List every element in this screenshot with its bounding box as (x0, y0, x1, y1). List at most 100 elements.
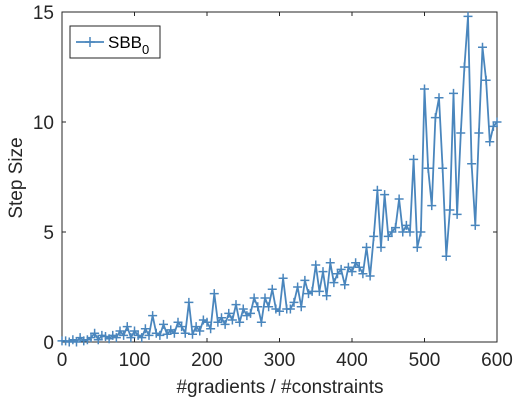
data-point (119, 330, 129, 340)
data-point (184, 297, 194, 307)
data-point (430, 113, 440, 123)
data-point (249, 293, 259, 303)
data-point (434, 93, 444, 103)
data-point (492, 117, 502, 127)
data-point (224, 308, 234, 318)
data-point (318, 267, 328, 277)
x-tick-label: 400 (336, 350, 368, 371)
data-point (238, 304, 248, 314)
data-point (155, 330, 165, 340)
data-point (463, 11, 473, 21)
legend-marker (85, 37, 95, 47)
data-point (427, 201, 437, 211)
y-tick-label: 0 (43, 333, 54, 354)
data-point (372, 185, 382, 195)
data-point (140, 324, 150, 334)
y-tick-label: 15 (33, 3, 54, 24)
data-point (296, 302, 306, 312)
data-point (420, 84, 429, 94)
data-point (467, 159, 477, 169)
axes-box (61, 11, 498, 343)
data-point (177, 322, 187, 332)
data-point (485, 137, 495, 147)
data-point (289, 297, 299, 307)
data-point (148, 311, 158, 321)
data-point (122, 322, 132, 332)
data-point (275, 306, 284, 316)
data-point (90, 328, 100, 338)
data-point (369, 231, 379, 241)
data-point (478, 42, 487, 52)
data-point (126, 333, 136, 343)
data-point (423, 163, 433, 173)
legend: SBB0 (69, 25, 161, 59)
data-point (246, 308, 255, 318)
y-axis-label: Step Size (6, 137, 27, 218)
y-tick-label: 10 (33, 113, 54, 134)
data-point (405, 227, 415, 237)
data-point (217, 313, 226, 323)
data-point (441, 251, 451, 261)
data-point (202, 317, 212, 327)
x-tick-label: 200 (191, 350, 223, 371)
data-point (278, 273, 288, 283)
y-tick-label: 5 (43, 223, 54, 244)
data-point (253, 302, 263, 312)
data-point (227, 315, 237, 325)
data-point (452, 209, 462, 219)
data-point (180, 328, 190, 338)
data-point (267, 284, 277, 294)
data-point (347, 267, 357, 277)
x-tick-label: 0 (57, 350, 68, 371)
data-point (456, 128, 466, 138)
legend-label: SBB0 (108, 33, 149, 57)
data-point (293, 282, 303, 292)
data-point (401, 220, 411, 230)
data-point (474, 128, 484, 138)
x-tick-label: 100 (119, 350, 151, 371)
data-point (409, 154, 419, 164)
data-point (169, 328, 179, 338)
data-point (260, 293, 270, 303)
data-point (380, 190, 390, 200)
data-point (137, 333, 147, 343)
data-point (220, 319, 230, 329)
data-point (206, 324, 216, 334)
data-point (300, 275, 310, 285)
data-point (354, 262, 364, 272)
data-point (144, 330, 154, 340)
data-point (438, 163, 448, 173)
data-point (285, 304, 295, 314)
data-point (449, 88, 458, 98)
data-point (340, 280, 350, 290)
data-point (159, 319, 168, 329)
data-point (311, 260, 321, 270)
data-point (322, 291, 332, 301)
data-point (329, 278, 339, 288)
x-tick-label: 600 (481, 350, 513, 371)
data-point (416, 227, 426, 237)
plot-area: 0 100 200 300 400 500 600 0 5 10 15 (33, 3, 513, 371)
x-tick-label: 500 (409, 350, 441, 371)
x-tick-label: 300 (264, 350, 296, 371)
legend-series-subscript: 0 (142, 42, 149, 57)
data-point (412, 242, 422, 252)
data-point (195, 326, 205, 336)
legend-series-name: SBB (108, 33, 142, 52)
data-point (325, 258, 335, 268)
data-point (188, 329, 197, 339)
data-point (209, 289, 219, 299)
x-axis-label: #gradients / #constraints (176, 377, 383, 398)
data-point (231, 300, 241, 310)
data-point (256, 317, 266, 327)
data-point (235, 317, 245, 327)
data-point (394, 194, 404, 204)
data-point (459, 62, 469, 72)
data-point (336, 264, 346, 274)
data-point (445, 205, 455, 215)
data-point (376, 242, 386, 252)
data-point (362, 242, 371, 252)
data-point (481, 75, 491, 85)
data-point (111, 333, 121, 343)
